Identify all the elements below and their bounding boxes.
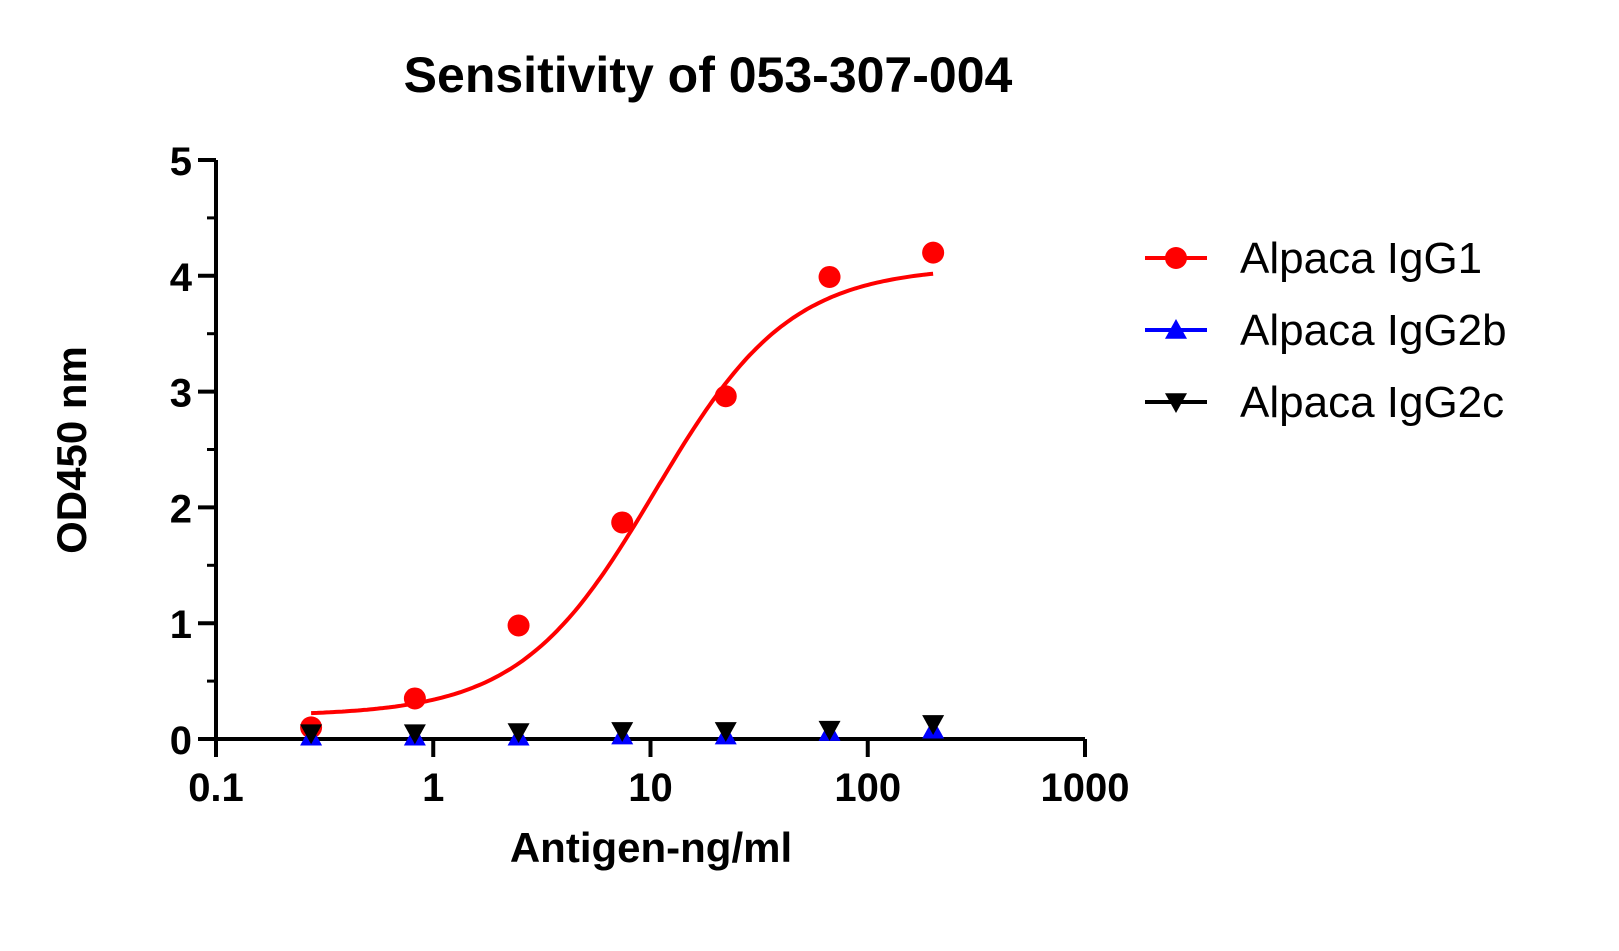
- data-point-0-3: [611, 511, 634, 534]
- data-point-2-3: [611, 722, 634, 742]
- data-point-2-1: [403, 724, 426, 745]
- x-tick-label: 0.1: [188, 766, 244, 810]
- legend-label-0: Alpaca IgG1: [1240, 234, 1482, 283]
- chart-title: Sensitivity of 053-307-004: [404, 47, 1013, 103]
- legend-label-2: Alpaca IgG2c: [1240, 378, 1504, 427]
- x-tick-label: 10: [628, 766, 673, 810]
- data-point-0-1: [403, 687, 426, 710]
- legend-marker-1: [1165, 319, 1187, 339]
- data-point-0-5: [818, 265, 841, 288]
- y-tick-label: 0: [170, 719, 192, 763]
- data-point-2-2: [507, 723, 530, 744]
- data-point-2-0: [300, 724, 323, 745]
- y-tick-label: 3: [170, 372, 192, 416]
- y-axis-label: OD450 nm: [48, 346, 95, 554]
- legend-marker-2: [1165, 393, 1187, 413]
- y-tick-label: 1: [170, 603, 192, 647]
- y-tick-label: 4: [170, 256, 193, 300]
- data-point-0-2: [507, 614, 530, 637]
- legend-label-1: Alpaca IgG2b: [1240, 306, 1507, 355]
- fit-curve-0: [311, 271, 934, 716]
- x-axis-label: Antigen-ng/ml: [510, 824, 792, 871]
- x-tick-label: 100: [834, 766, 901, 810]
- y-tick-label: 2: [170, 487, 192, 531]
- y-tick-label: 5: [170, 140, 192, 184]
- data-point-2-6: [922, 715, 945, 735]
- data-point-2-4: [714, 722, 737, 742]
- x-tick-label: 1: [422, 766, 444, 810]
- data-point-0-4: [714, 385, 737, 408]
- data-point-2-5: [818, 720, 841, 741]
- legend-marker-0: [1165, 247, 1187, 269]
- data-point-0-6: [922, 241, 945, 264]
- x-tick-label: 1000: [1041, 766, 1130, 810]
